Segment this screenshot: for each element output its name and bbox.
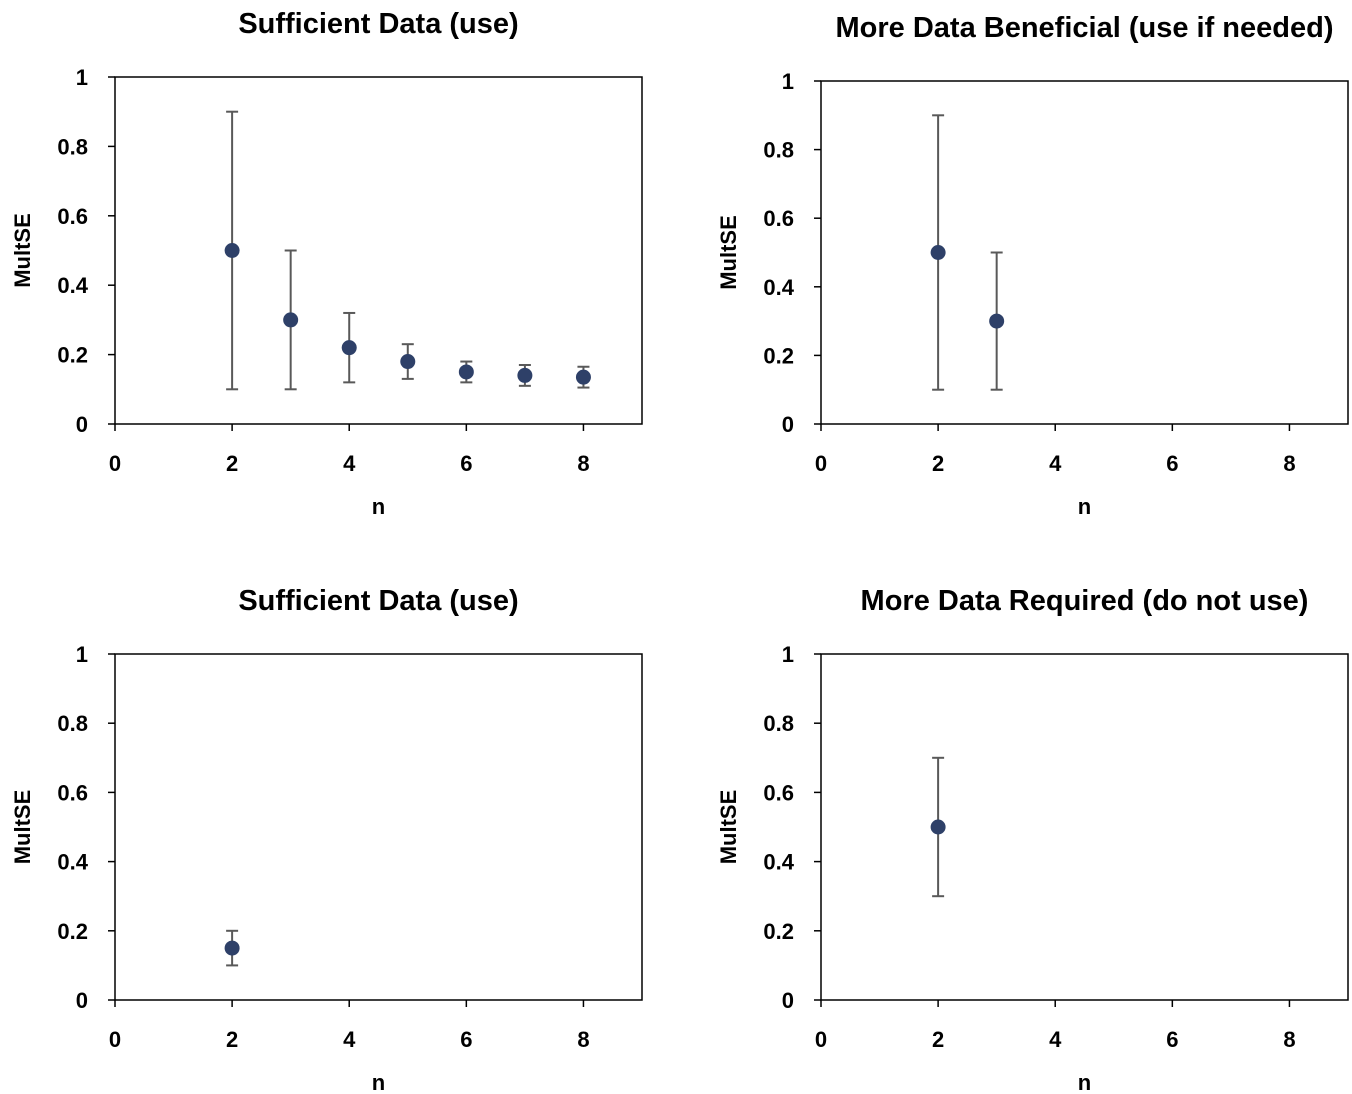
- y-axis-label: MultSE: [10, 790, 35, 865]
- x-tick-label: 6: [460, 451, 472, 476]
- y-tick-label: 0.8: [57, 711, 88, 736]
- x-axis-label: n: [1078, 1070, 1091, 1094]
- x-tick-label: 2: [226, 451, 238, 476]
- plot-area: [820, 653, 1349, 1001]
- x-axis-label: n: [1078, 494, 1091, 519]
- data-point: [224, 243, 240, 258]
- x-tick-label: 2: [226, 1027, 238, 1052]
- y-tick-label: 0: [76, 988, 88, 1013]
- chart-title: More Data Beneficial (use if needed): [836, 12, 1334, 44]
- y-tick-label: 1: [782, 69, 794, 94]
- data-point: [517, 367, 533, 383]
- chart-panel: Sufficient Data (use) 0 2 4 6 8 0 0.2 0.4 0.6 0.8 1…: [10, 8, 643, 519]
- y-tick-label: 0: [782, 988, 794, 1013]
- data-point: [930, 819, 946, 835]
- x-tick-label: 0: [109, 1027, 121, 1052]
- y-tick-label: 0.8: [57, 134, 88, 159]
- chart-title: Sufficient Data (use): [238, 8, 518, 40]
- x-tick-label: 6: [460, 1027, 472, 1052]
- x-tick-label: 6: [1166, 451, 1178, 476]
- chart-panel: More Data Required (do not use) 0 2 4 6 8 0 0.2…: [716, 585, 1349, 1094]
- x-tick-label: 8: [1283, 451, 1295, 476]
- data-point: [341, 340, 357, 356]
- y-tick-label: 0.4: [57, 850, 88, 875]
- data-point: [989, 313, 1005, 329]
- y-tick-label: 0: [782, 412, 794, 437]
- data-point: [224, 940, 240, 956]
- y-tick-label: 0.6: [57, 204, 88, 229]
- y-tick-label: 0.6: [763, 780, 794, 805]
- plot-area: [114, 76, 643, 425]
- y-tick-label: 1: [76, 65, 88, 90]
- chart-title: More Data Required (do not use): [861, 585, 1309, 617]
- x-tick-label: 2: [932, 451, 944, 476]
- y-tick-label: 0.4: [763, 850, 794, 875]
- y-tick-label: 1: [782, 642, 794, 667]
- x-tick-label: 0: [815, 451, 827, 476]
- y-tick-label: 0.6: [57, 780, 88, 805]
- x-tick-label: 6: [1166, 1027, 1178, 1052]
- x-tick-label: 8: [577, 451, 589, 476]
- y-tick-label: 0.4: [57, 273, 88, 298]
- plot-area: [114, 653, 643, 1001]
- y-tick-label: 0: [76, 412, 88, 437]
- x-tick-label: 4: [1049, 451, 1062, 476]
- chart-title: Sufficient Data (use): [238, 585, 518, 617]
- plot-area: [820, 80, 1349, 425]
- x-tick-label: 8: [577, 1027, 589, 1052]
- y-tick-label: 0.2: [57, 919, 88, 944]
- x-tick-label: 0: [815, 1027, 827, 1052]
- data-point: [930, 245, 946, 260]
- data-point: [458, 364, 474, 380]
- y-tick-label: 0.8: [763, 711, 794, 736]
- data-point: [575, 369, 591, 385]
- y-tick-label: 0.6: [763, 206, 794, 231]
- y-tick-label: 0.2: [57, 343, 88, 368]
- y-tick-label: 0.2: [763, 919, 794, 944]
- y-tick-label: 0.4: [763, 275, 794, 300]
- y-axis-label: MultSE: [716, 790, 741, 865]
- y-axis-label: MultSE: [10, 213, 35, 288]
- y-axis-label: MultSE: [716, 215, 741, 290]
- x-tick-label: 0: [109, 451, 121, 476]
- x-tick-label: 4: [343, 1027, 356, 1052]
- x-axis-label: n: [372, 494, 385, 519]
- data-point: [283, 312, 299, 328]
- chart-panel: Sufficient Data (use) 0 2 4 6 8 0 0.2 0.4 0.6 0.8 1…: [10, 585, 643, 1094]
- x-tick-label: 4: [343, 451, 356, 476]
- x-tick-label: 8: [1283, 1027, 1295, 1052]
- x-tick-label: 2: [932, 1027, 944, 1052]
- data-point: [400, 354, 416, 370]
- x-tick-label: 4: [1049, 1027, 1062, 1052]
- x-axis-label: n: [372, 1070, 385, 1094]
- y-tick-label: 1: [76, 642, 88, 667]
- y-tick-label: 0.8: [763, 138, 794, 163]
- chart-panel: More Data Beneficial (use if needed) 0 2 4 6…: [716, 12, 1349, 519]
- y-tick-label: 0.2: [763, 343, 794, 368]
